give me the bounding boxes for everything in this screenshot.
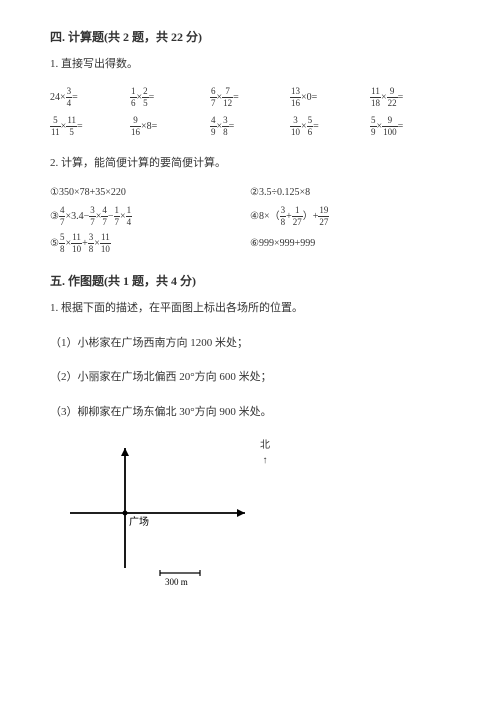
axes-svg: 广场 300 m (60, 438, 280, 588)
expr-cell: 67×712= (210, 87, 290, 108)
calc-cell: ⑤ 58 × 1110 + 38 × 1110 (50, 233, 250, 254)
fraction: 1927 (318, 206, 329, 227)
fraction: 14 (126, 206, 133, 227)
fraction: 511 (50, 116, 61, 137)
expr-text: ④8×（ (250, 209, 280, 224)
calc-row: ③ 47 ×3.4− 37 × 47 − 17 × 14④8×（ 38 + 12… (50, 206, 450, 227)
expr-text: ×0= (301, 90, 317, 105)
calc-cell: ①350×78+35×220 (50, 185, 250, 200)
calc-row: ⑤ 58 × 1110 + 38 × 1110⑥999×999+999 (50, 233, 450, 254)
svg-text:广场: 广场 (129, 515, 149, 528)
coordinate-diagram: 北 ↑ 广场 300 m (60, 438, 280, 588)
north-arrow-icon: ↑ (263, 455, 268, 466)
expr-text: = (398, 119, 404, 134)
expr-text: ①350×78+35×220 (50, 185, 126, 200)
expr-text: ×8= (141, 119, 157, 134)
expr-text: ②3.5÷0.125×8 (250, 185, 310, 200)
expr-text: ⑥999×999+999 (250, 236, 315, 251)
s4-q1-stem: 1. 直接写出得数。 (50, 56, 450, 73)
s4-q2-stem: 2. 计算，能简便计算的要简便计算。 (50, 155, 450, 172)
expr-cell: 511×115= (50, 116, 130, 137)
expr-text: ⑤ (50, 236, 59, 251)
expr-text: ）+ (303, 209, 319, 224)
north-label: 北 (260, 440, 270, 451)
expr-text: ③ (50, 209, 59, 224)
section4-title: 四. 计算题(共 2 题，共 22 分) (50, 28, 450, 46)
expr-text: = (72, 90, 78, 105)
expr-cell: 49×38= (210, 116, 290, 137)
s4-q2-grid: ①350×78+35×220②3.5÷0.125×8③ 47 ×3.4− 37 … (50, 185, 450, 254)
s5-q1-stem: 1. 根据下面的描述，在平面图上标出各场所的位置。 (50, 300, 450, 317)
expr-cell: 1118×922= (370, 87, 450, 108)
s5-q1-sub1: （1）小彬家在广场西南方向 1200 米处； (50, 335, 450, 352)
expr-cell: 59×9100= (370, 116, 450, 137)
expr-row: 24×34=16×25=67×712=1316×0=1118×922= (50, 87, 450, 108)
fraction: 1110 (71, 233, 82, 254)
fraction: 115 (66, 116, 77, 137)
fraction: 1316 (290, 87, 301, 108)
fraction: 1110 (100, 233, 111, 254)
expr-cell: 916×8= (130, 116, 210, 137)
expr-cell: 310×56= (290, 116, 370, 137)
expr-row: 511×115=916×8=49×38=310×56=59×9100= (50, 116, 450, 137)
calc-cell: ②3.5÷0.125×8 (250, 185, 450, 200)
fraction: 310 (290, 116, 301, 137)
calc-cell: ④8×（ 38 + 127 ）+ 1927 (250, 206, 450, 227)
fraction: 9100 (382, 116, 398, 137)
expr-text: = (313, 119, 319, 134)
fraction: 922 (387, 87, 398, 108)
expr-cell: 16×25= (130, 87, 210, 108)
fraction: 127 (292, 206, 303, 227)
expr-text: 24× (50, 90, 66, 105)
expr-text: = (77, 119, 83, 134)
expr-cell: 1316×0= (290, 87, 370, 108)
expr-text: = (229, 119, 235, 134)
expr-text: ×3.4− (65, 209, 89, 224)
s5-q1-sub3: （3）柳柳家在广场东偏北 30°方向 900 米处。 (50, 404, 450, 421)
expr-text: = (149, 90, 155, 105)
expr-text: = (398, 90, 404, 105)
section5-title: 五. 作图题(共 1 题，共 4 分) (50, 272, 450, 290)
fraction: 1118 (370, 87, 381, 108)
s4-q1-grid: 24×34=16×25=67×712=1316×0=1118×922=511×1… (50, 87, 450, 137)
calc-cell: ⑥999×999+999 (250, 233, 450, 254)
calc-cell: ③ 47 ×3.4− 37 × 47 − 17 × 14 (50, 206, 250, 227)
s5-q1-sub2: （2）小丽家在广场北偏西 20°方向 600 米处； (50, 369, 450, 386)
calc-row: ①350×78+35×220 ②3.5÷0.125×8 (50, 185, 450, 200)
fraction: 916 (130, 116, 141, 137)
svg-text:300 m: 300 m (165, 577, 188, 587)
north-indicator: 北 ↑ (260, 438, 270, 468)
expr-cell: 24×34= (50, 87, 130, 108)
fraction: 712 (222, 87, 233, 108)
expr-text: = (233, 90, 239, 105)
